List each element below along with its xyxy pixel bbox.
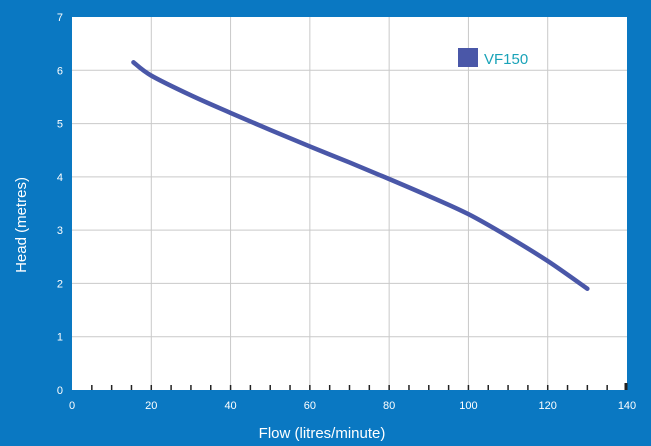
x-tick-label: 60 [304, 400, 316, 412]
x-tick-label: 100 [459, 400, 477, 412]
series-layer [131, 60, 590, 292]
minor-ticks [91, 383, 628, 390]
series-line-vf150 [131, 60, 590, 292]
grid [72, 17, 627, 390]
legend-label: VF150 [484, 51, 528, 68]
y-tick-label: 3 [57, 225, 63, 237]
x-axis-label: Flow (litres/minute) [259, 425, 386, 441]
x-tick-label: 120 [539, 400, 557, 412]
y-tick-label: 5 [57, 119, 63, 131]
y-tick-label: 1 [57, 332, 63, 344]
y-tick-label: 2 [57, 278, 63, 290]
x-tick-label: 20 [145, 400, 157, 412]
x-tick-label: 40 [224, 400, 236, 412]
y-axis-label: Head (metres) [13, 177, 30, 273]
x-tick-label: 0 [69, 400, 75, 412]
plot-area [72, 17, 627, 390]
legend-swatch [458, 48, 478, 67]
x-tick-label: 80 [383, 400, 395, 412]
y-tick-labels: 0 1 2 3 4 5 6 7 [57, 12, 63, 397]
legend: VF150 [458, 48, 528, 68]
y-tick-label: 7 [57, 12, 63, 24]
x-tick-labels: 0 20 40 60 80 100 120 140 [69, 400, 636, 412]
y-tick-label: 0 [57, 385, 63, 397]
y-tick-label: 6 [57, 65, 63, 77]
x-tick-label: 140 [618, 400, 636, 412]
y-tick-label: 4 [57, 172, 63, 184]
